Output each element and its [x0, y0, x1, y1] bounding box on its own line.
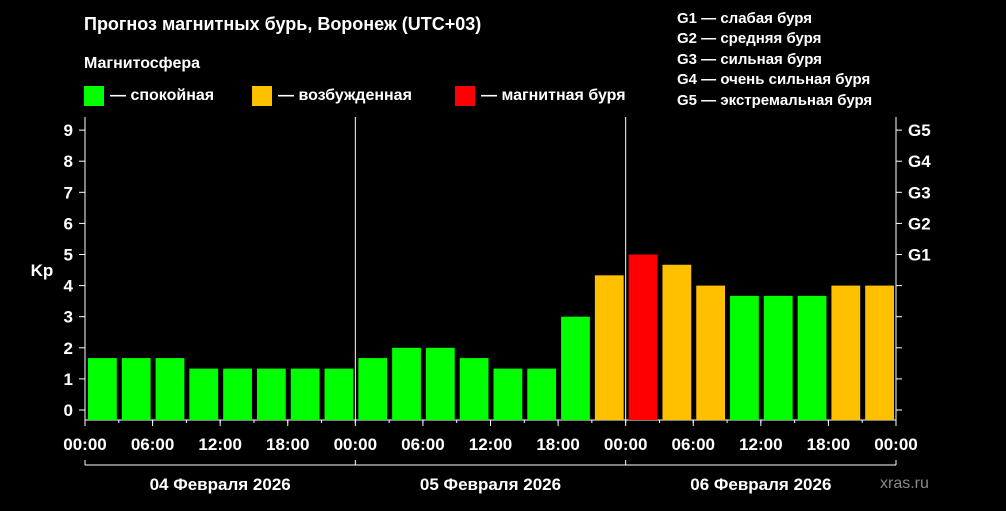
kp-bar: [594, 275, 624, 420]
kp-bar: [392, 347, 421, 420]
x-tick-label: 00:00: [604, 435, 647, 454]
kp-bar: [763, 295, 793, 420]
kp-bar: [223, 368, 252, 420]
storm-scale-g2: G2 — средняя буря: [677, 30, 822, 48]
y-tick-label: 6: [64, 214, 73, 233]
legend-swatch-storm: [455, 86, 475, 106]
g-scale-label: G3: [908, 183, 931, 202]
y-tick-label: 2: [64, 339, 73, 358]
legend-label-quiet: — спокойная: [110, 87, 215, 104]
x-tick-label: 18:00: [266, 435, 309, 454]
kp-bar: [696, 285, 726, 420]
y-tick-label: 8: [64, 152, 73, 171]
x-tick-label: 00:00: [63, 435, 106, 454]
kp-bar: [527, 368, 557, 420]
y-tick-label: 5: [64, 246, 73, 265]
x-tick-label: 18:00: [536, 435, 579, 454]
magnetosphere-label: Магнитосфера: [84, 55, 201, 72]
x-tick-label: 00:00: [334, 435, 377, 454]
kp-bar: [459, 358, 489, 420]
y-axis-title: Kp: [31, 261, 54, 280]
y-tick-label: 9: [64, 121, 73, 140]
storm-scale-g3: G3 — сильная буря: [677, 50, 822, 68]
kp-bar: [88, 358, 117, 420]
y-tick-label: 7: [64, 183, 73, 202]
x-tick-label: 06:00: [131, 435, 174, 454]
kp-bar: [358, 358, 388, 420]
kp-bar: [256, 368, 286, 420]
g-scale-label: G5: [908, 121, 931, 140]
x-tick-label: 18:00: [807, 435, 850, 454]
kp-bar: [189, 368, 219, 420]
x-tick-label: 06:00: [672, 435, 715, 454]
kp-bar: [121, 358, 151, 420]
legend-swatch-active: [252, 86, 272, 106]
kp-bar: [290, 368, 320, 420]
kp-bar: [155, 358, 185, 420]
legend-label-active: — возбужденная: [278, 87, 412, 104]
x-tick-label: 12:00: [198, 435, 241, 454]
kp-bar: [561, 316, 590, 420]
y-tick-label: 4: [64, 277, 74, 296]
storm-scale-legend: G1 — слабая буря G2 — средняя буря G3 — …: [677, 9, 872, 111]
kp-bar: [730, 295, 759, 420]
day-label: 05 Февраля 2026: [420, 475, 561, 494]
y-tick-label: 1: [64, 370, 73, 389]
storm-scale-g5: G5 — экстремальная буря: [677, 91, 873, 109]
chart-title: Прогноз магнитных бурь, Воронеж (UTC+03): [84, 14, 482, 34]
kp-bar: [797, 295, 827, 420]
g-scale-label: G2: [908, 214, 931, 233]
y-tick-label: 3: [64, 308, 73, 327]
kp-bar: [831, 285, 861, 420]
kp-bar: [865, 285, 894, 420]
legend-item-quiet: — спокойная: [84, 86, 214, 106]
x-tick-label: 12:00: [739, 435, 782, 454]
day-label: 06 Февраля 2026: [690, 475, 831, 494]
day-label: 04 Февраля 2026: [150, 475, 291, 494]
x-tick-label: 06:00: [401, 435, 444, 454]
g-scale-label: G4: [908, 152, 931, 171]
storm-scale-g1: G1 — слабая буря: [677, 10, 813, 27]
watermark: xras.ru: [880, 475, 929, 492]
x-tick-label: 00:00: [874, 435, 917, 454]
x-tick-label: 12:00: [469, 435, 512, 454]
kp-bar: [662, 264, 692, 420]
kp-bar: [628, 254, 658, 420]
legend-swatch-quiet: [84, 86, 104, 106]
legend-label-storm: — магнитная буря: [481, 87, 626, 104]
kp-bar: [425, 347, 455, 420]
legend-item-active: — возбужденная: [252, 86, 412, 106]
kp-bar: [493, 368, 523, 420]
y-tick-label: 0: [64, 401, 73, 420]
storm-scale-g4: G4 — очень сильная буря: [677, 71, 871, 89]
g-scale-label: G1: [908, 246, 931, 265]
legend-item-storm: — магнитная буря: [455, 86, 626, 106]
kp-bar: [324, 368, 354, 420]
